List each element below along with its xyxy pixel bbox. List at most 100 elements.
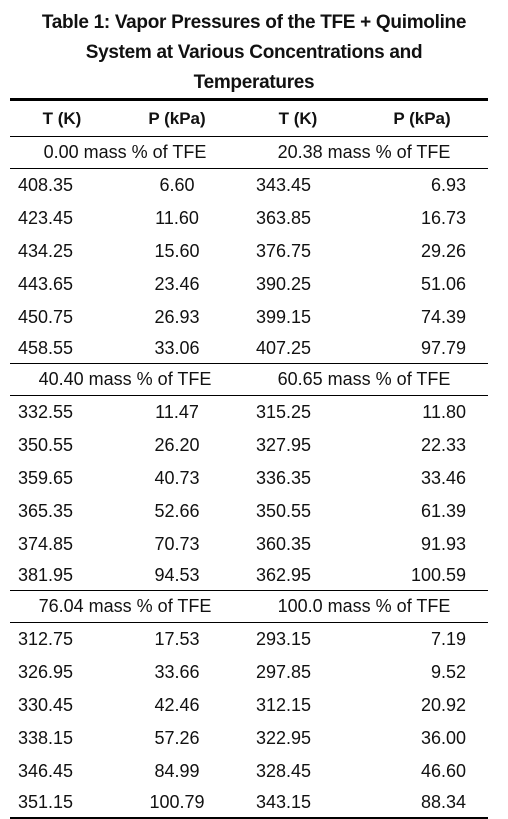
pressure-right-cell: 36.00 xyxy=(420,728,466,748)
pressure-left-cell: 6.60 xyxy=(159,175,195,195)
temperature-left-cell: 434.25 xyxy=(18,241,74,261)
temperature-right-cell: 336.35 xyxy=(256,468,312,488)
temperature-right-cell: 407.25 xyxy=(240,334,356,364)
table-row: 450.75 26.93 399.15 74.39 xyxy=(10,301,488,334)
table-row: 346.45 84.99 328.45 46.60 xyxy=(10,755,488,788)
pressure-left-cell: 70.73 xyxy=(154,534,200,554)
temperature-left-cell: 338.15 xyxy=(18,728,74,748)
temperature-right-cell: 312.15 xyxy=(256,695,312,715)
pressure-left-cell: 94.53 xyxy=(114,561,240,591)
pressure-left-cell: 57.26 xyxy=(154,728,200,748)
temperature-left-cell: 332.55 xyxy=(18,402,74,422)
table-row: 443.65 23.46 390.25 51.06 xyxy=(10,268,488,301)
concentration-label-right: 100.0 mass % of TFE xyxy=(240,590,488,623)
concentration-label-left: 0.00 mass % of TFE xyxy=(10,136,240,169)
temperature-right-cell: 360.35 xyxy=(256,534,312,554)
pressure-left-cell: 40.73 xyxy=(154,468,200,488)
pressure-right-cell: 74.39 xyxy=(420,307,466,327)
pressure-left-cell: 23.46 xyxy=(154,274,200,294)
temperature-left-cell: 381.95 xyxy=(10,561,114,591)
pressure-left-cell: 15.60 xyxy=(154,241,200,261)
concentration-block: 0.00 mass % of TFE 20.38 mass % of TFE 408… xyxy=(10,136,488,364)
concentration-block: 40.40 mass % of TFE 60.65 mass % of TFE 33… xyxy=(10,363,488,591)
document-page: Table 1: Vapor Pressures of the TFE + Qu… xyxy=(0,8,508,819)
table-row: 458.55 33.06 407.25 97.79 xyxy=(10,334,488,364)
table-row: 408.35 6.60 343.45 6.93 xyxy=(10,169,488,203)
temperature-right-cell: 363.85 xyxy=(256,208,312,228)
table-caption: Table 1: Vapor Pressures of the TFE + Qu… xyxy=(0,8,508,98)
pressure-right-cell: 6.93 xyxy=(430,175,466,195)
temperature-left-cell: 408.35 xyxy=(18,175,74,195)
pressure-left-cell: 11.47 xyxy=(155,402,199,422)
pressure-right-cell: 51.06 xyxy=(420,274,466,294)
concentration-label-right: 20.38 mass % of TFE xyxy=(240,136,488,169)
pressure-left-cell: 11.60 xyxy=(155,208,199,228)
concentration-label-left: 76.04 mass % of TFE xyxy=(10,590,240,623)
pressure-right-cell: 88.34 xyxy=(356,788,488,819)
temperature-right-cell: 322.95 xyxy=(256,728,312,748)
header-row: T (K) P (kPa) T (K) P (kPa) xyxy=(10,98,488,137)
pressure-left-cell: 17.53 xyxy=(154,629,200,649)
table-row: 350.55 26.20 327.95 22.33 xyxy=(10,429,488,462)
temperature-left-cell: 365.35 xyxy=(18,501,74,521)
pressure-right-cell: 91.93 xyxy=(420,534,466,554)
table-row: 312.75 17.53 293.15 7.19 xyxy=(10,623,488,657)
caption-line-3: Temperatures xyxy=(193,72,315,93)
temperature-left-cell: 458.55 xyxy=(10,334,114,364)
table-row: 374.85 70.73 360.35 91.93 xyxy=(10,528,488,561)
temperature-left-cell: 351.15 xyxy=(10,788,114,819)
vapor-pressure-table: T (K) P (kPa) T (K) P (kPa) 0.00 mass % … xyxy=(10,98,488,819)
concentration-label-row: 76.04 mass % of TFE 100.0 mass % of TFE xyxy=(10,590,488,623)
header-t-right: T (K) xyxy=(240,98,356,137)
table-row: 326.95 33.66 297.85 9.52 xyxy=(10,656,488,689)
pressure-right-cell: 100.59 xyxy=(356,561,488,591)
temperature-right-cell: 315.25 xyxy=(256,402,312,422)
temperature-left-cell: 443.65 xyxy=(18,274,74,294)
concentration-label-right: 60.65 mass % of TFE xyxy=(240,363,488,396)
table-row: 338.15 57.26 322.95 36.00 xyxy=(10,722,488,755)
pressure-right-cell: 97.79 xyxy=(356,334,488,364)
pressure-left-cell: 42.46 xyxy=(154,695,200,715)
pressure-left-cell: 84.99 xyxy=(154,761,200,781)
temperature-right-cell: 376.75 xyxy=(256,241,312,261)
pressure-right-cell: 20.92 xyxy=(420,695,466,715)
concentration-label-row: 40.40 mass % of TFE 60.65 mass % of TFE xyxy=(10,363,488,396)
pressure-right-cell: 29.26 xyxy=(420,241,466,261)
temperature-left-cell: 326.95 xyxy=(18,662,74,682)
table-row: 434.25 15.60 376.75 29.26 xyxy=(10,235,488,268)
header-t-left: T (K) xyxy=(10,98,114,137)
pressure-right-cell: 7.19 xyxy=(430,629,466,649)
header-p-left: P (kPa) xyxy=(114,98,240,137)
temperature-right-cell: 327.95 xyxy=(256,435,312,455)
pressure-left-cell: 100.79 xyxy=(114,788,240,819)
pressure-left-cell: 33.66 xyxy=(154,662,200,682)
table-row: 359.65 40.73 336.35 33.46 xyxy=(10,462,488,495)
pressure-right-cell: 9.52 xyxy=(430,662,466,682)
temperature-left-cell: 450.75 xyxy=(18,307,74,327)
caption-line-2: System at Various Concentrations and xyxy=(85,42,423,63)
caption-line-1: Table 1: Vapor Pressures of the TFE + Qu… xyxy=(41,12,467,33)
temperature-left-cell: 374.85 xyxy=(18,534,74,554)
concentration-label-row: 0.00 mass % of TFE 20.38 mass % of TFE xyxy=(10,136,488,169)
temperature-right-cell: 343.15 xyxy=(240,788,356,819)
temperature-right-cell: 293.15 xyxy=(256,629,312,649)
pressure-right-cell: 61.39 xyxy=(420,501,466,521)
pressure-right-cell: 33.46 xyxy=(420,468,466,488)
table-row: 332.55 11.47 315.25 11.80 xyxy=(10,396,488,430)
table-row: 330.45 42.46 312.15 20.92 xyxy=(10,689,488,722)
pressure-right-cell: 46.60 xyxy=(420,761,466,781)
table-row: 365.35 52.66 350.55 61.39 xyxy=(10,495,488,528)
temperature-left-cell: 312.75 xyxy=(18,629,74,649)
concentration-label-left: 40.40 mass % of TFE xyxy=(10,363,240,396)
temperature-left-cell: 330.45 xyxy=(18,695,74,715)
temperature-left-cell: 423.45 xyxy=(18,208,74,228)
pressure-right-cell: 11.80 xyxy=(422,402,466,422)
temperature-left-cell: 359.65 xyxy=(18,468,74,488)
pressure-left-cell: 52.66 xyxy=(154,501,200,521)
temperature-right-cell: 362.95 xyxy=(240,561,356,591)
pressure-left-cell: 26.20 xyxy=(154,435,200,455)
table-row: 381.95 94.53 362.95 100.59 xyxy=(10,561,488,591)
pressure-right-cell: 22.33 xyxy=(420,435,466,455)
temperature-left-cell: 346.45 xyxy=(18,761,74,781)
temperature-left-cell: 350.55 xyxy=(18,435,74,455)
